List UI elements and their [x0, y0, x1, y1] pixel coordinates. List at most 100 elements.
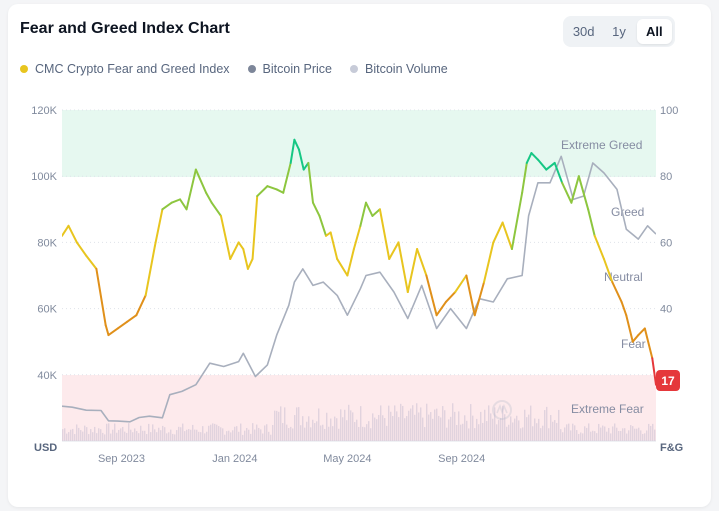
- range-30d-button[interactable]: 30d: [572, 24, 595, 39]
- volume-bar: [564, 427, 566, 441]
- volume-bar: [508, 424, 510, 441]
- volume-bar: [320, 425, 322, 441]
- left-tick-label: 80K: [37, 237, 57, 249]
- volume-bar: [574, 425, 576, 441]
- volume-bar: [244, 430, 246, 441]
- volume-bar: [638, 427, 640, 441]
- volume-bar: [312, 419, 314, 441]
- volume-bar: [642, 433, 644, 441]
- volume-bar: [390, 411, 392, 441]
- volume-bar: [546, 406, 548, 441]
- fear-greed-segment: [161, 201, 173, 211]
- volume-bar: [640, 430, 642, 441]
- fear-greed-segment: [570, 175, 580, 204]
- volume-bar: [496, 424, 498, 441]
- volume-bar: [520, 428, 522, 441]
- left-axis-label: USD: [34, 442, 57, 454]
- fear-greed-segment: [465, 274, 476, 317]
- fear-greed-segment: [219, 214, 232, 260]
- fear-greed-segment: [289, 138, 296, 164]
- volume-bar: [468, 428, 470, 441]
- fear-greed-segment: [293, 138, 301, 151]
- volume-bar: [378, 414, 380, 441]
- volume-bar: [370, 428, 372, 441]
- volume-bar: [540, 428, 542, 441]
- volume-bar: [620, 430, 622, 441]
- volume-bar: [526, 417, 528, 441]
- volume-bar: [282, 423, 284, 441]
- volume-bar: [480, 411, 482, 441]
- volume-bar: [454, 411, 456, 441]
- volume-bar: [628, 430, 630, 441]
- volume-bar: [424, 427, 426, 441]
- volume-bar: [216, 424, 218, 441]
- volume-bar: [348, 404, 350, 441]
- fear-greed-segment: [104, 324, 110, 337]
- volume-bar: [418, 412, 420, 441]
- volume-bar: [182, 423, 184, 441]
- volume-bar: [504, 414, 506, 441]
- volume-bar: [444, 410, 446, 441]
- fear-greed-segment: [251, 195, 259, 260]
- volume-bar: [326, 412, 328, 441]
- volume-bar: [600, 427, 602, 441]
- legend-item-bitcoin-volume[interactable]: Bitcoin Volume: [350, 62, 448, 76]
- volume-bar: [278, 411, 280, 441]
- volume-bar: [148, 423, 150, 441]
- volume-bar: [446, 427, 448, 441]
- volume-bar: [140, 425, 142, 441]
- volume-bar: [68, 432, 70, 441]
- right-tick-label: 100: [660, 105, 678, 117]
- volume-bar: [594, 431, 596, 441]
- volume-bar: [652, 423, 654, 441]
- fear-greed-segment: [473, 281, 486, 317]
- volume-bar: [646, 430, 648, 441]
- volume-bar: [338, 428, 340, 441]
- volume-bar: [516, 415, 518, 441]
- volume-bar: [484, 409, 486, 441]
- volume-bar: [506, 426, 508, 441]
- volume-bar: [196, 429, 198, 441]
- volume-bar: [238, 431, 240, 441]
- fear-greed-segment: [275, 188, 285, 194]
- volume-bar: [222, 428, 224, 441]
- left-axis: 40K 60K 80K 100K 120K: [31, 105, 57, 382]
- volume-bar: [462, 423, 464, 441]
- legend-item-fear-greed[interactable]: CMC Crypto Fear and Greed Index: [20, 62, 230, 76]
- volume-bar: [124, 431, 126, 441]
- volume-bar: [572, 423, 574, 441]
- range-all-button[interactable]: All: [636, 19, 672, 44]
- zone-label-extreme-fear: Extreme Fear: [571, 402, 644, 416]
- volume-bar: [608, 427, 610, 441]
- volume-bar: [82, 431, 84, 441]
- fear-greed-segment: [483, 241, 495, 284]
- volume-bar: [78, 427, 80, 441]
- volume-bar: [522, 427, 524, 441]
- fear-greed-segment: [611, 281, 623, 303]
- volume-bar: [534, 418, 536, 441]
- volume-bar: [394, 405, 396, 441]
- bitcoin-price-series: [62, 155, 656, 423]
- volume-bar: [310, 427, 312, 441]
- zone-label-fear: Fear: [621, 337, 646, 351]
- range-1y-button[interactable]: 1y: [612, 24, 626, 39]
- volume-bar: [120, 428, 122, 441]
- volume-bar: [550, 415, 552, 441]
- volume-bar: [648, 423, 650, 441]
- volume-bar: [112, 429, 114, 441]
- volume-bar: [400, 403, 402, 441]
- volume-bar: [188, 429, 190, 441]
- volume-bar: [170, 429, 172, 441]
- fear-greed-segment: [153, 208, 164, 247]
- volume-bar: [128, 423, 130, 441]
- volume-bar: [336, 418, 338, 441]
- fear-greed-segment: [67, 224, 78, 244]
- volume-bar: [630, 425, 632, 441]
- legend-item-bitcoin-price[interactable]: Bitcoin Price: [247, 62, 332, 76]
- volume-bar: [402, 405, 404, 441]
- volume-bar: [132, 432, 134, 441]
- fear-greed-segment: [620, 300, 628, 317]
- volume-bar: [536, 423, 538, 441]
- fear-greed-segment: [229, 241, 240, 260]
- volume-bar: [384, 418, 386, 441]
